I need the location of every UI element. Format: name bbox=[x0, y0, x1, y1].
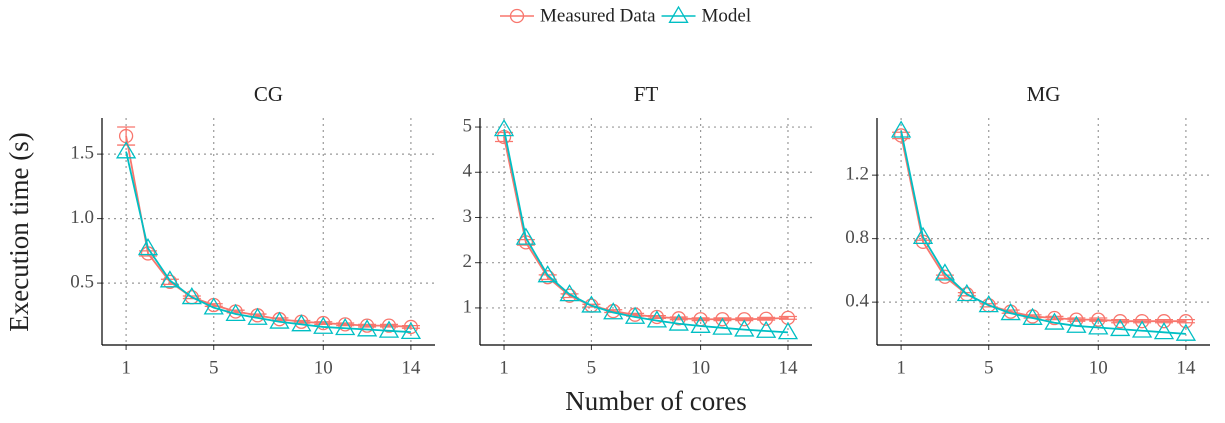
y-tick-label: 0.5 bbox=[70, 271, 94, 292]
y-tick-label: 1.2 bbox=[845, 164, 869, 185]
point bbox=[159, 270, 181, 288]
point bbox=[734, 319, 755, 337]
point bbox=[378, 320, 400, 338]
y-tick-label: 1 bbox=[463, 296, 473, 317]
x-tick-label: 14 bbox=[401, 357, 421, 378]
y-tick-label: 0.8 bbox=[845, 227, 869, 248]
point bbox=[316, 315, 331, 331]
point bbox=[203, 297, 224, 315]
point bbox=[1022, 307, 1043, 325]
point bbox=[493, 119, 515, 137]
point bbox=[537, 265, 558, 283]
point bbox=[777, 322, 799, 340]
panel-title: MG bbox=[1027, 82, 1061, 106]
point bbox=[1091, 312, 1106, 327]
point bbox=[978, 295, 999, 313]
point bbox=[115, 141, 137, 159]
point bbox=[755, 320, 777, 338]
point bbox=[1047, 310, 1062, 326]
x-tick-label: 10 bbox=[691, 357, 710, 378]
x-tick-label: 1 bbox=[499, 357, 509, 378]
point bbox=[359, 318, 375, 333]
point bbox=[1131, 320, 1153, 338]
x-tick-label: 14 bbox=[778, 357, 798, 378]
point bbox=[1113, 314, 1128, 329]
panel-title: CG bbox=[254, 82, 283, 106]
point bbox=[225, 303, 246, 321]
point bbox=[247, 307, 268, 325]
point bbox=[1088, 317, 1109, 335]
point bbox=[403, 319, 419, 335]
legend-label: Measured Data bbox=[540, 5, 656, 26]
x-axis-label: Number of cores bbox=[565, 386, 746, 416]
point bbox=[671, 311, 686, 326]
point bbox=[400, 321, 422, 340]
x-tick-label: 10 bbox=[1089, 357, 1108, 378]
series-line bbox=[503, 129, 789, 334]
legend-label: Model bbox=[702, 5, 752, 26]
point bbox=[581, 295, 602, 313]
series-line bbox=[125, 151, 411, 334]
y-tick-label: 4 bbox=[463, 161, 473, 182]
point bbox=[603, 302, 624, 320]
point bbox=[269, 311, 290, 329]
point bbox=[515, 227, 537, 245]
point bbox=[956, 283, 977, 302]
x-tick-label: 14 bbox=[1176, 357, 1196, 378]
panel-title: FT bbox=[634, 82, 659, 106]
point bbox=[1000, 302, 1021, 321]
point bbox=[715, 312, 730, 327]
y-tick-label: 3 bbox=[463, 206, 473, 227]
point bbox=[1066, 315, 1087, 333]
series-line bbox=[125, 135, 411, 328]
y-tick-label: 0.4 bbox=[845, 290, 869, 311]
x-tick-label: 5 bbox=[984, 357, 994, 378]
point bbox=[912, 226, 934, 245]
point bbox=[934, 263, 956, 281]
point bbox=[712, 317, 733, 335]
point bbox=[335, 317, 356, 336]
point bbox=[313, 316, 334, 334]
point bbox=[890, 120, 912, 138]
series-line bbox=[503, 136, 789, 321]
point bbox=[690, 315, 711, 333]
point bbox=[291, 314, 312, 332]
point bbox=[893, 128, 909, 143]
point bbox=[1134, 314, 1150, 329]
point bbox=[646, 310, 668, 328]
point bbox=[181, 286, 202, 305]
x-tick-label: 5 bbox=[209, 357, 219, 378]
point bbox=[338, 317, 353, 332]
point bbox=[381, 318, 397, 333]
point bbox=[1110, 318, 1131, 337]
point bbox=[137, 237, 159, 256]
point bbox=[1178, 314, 1194, 329]
point bbox=[1156, 314, 1172, 329]
point bbox=[1153, 322, 1175, 340]
x-tick-label: 1 bbox=[896, 357, 906, 378]
point bbox=[758, 311, 774, 326]
y-axis-label: Execution time (s) bbox=[4, 132, 34, 331]
x-tick-label: 5 bbox=[587, 357, 597, 378]
series-line bbox=[900, 130, 1186, 335]
point bbox=[1044, 312, 1065, 330]
legend-marker bbox=[509, 8, 525, 24]
point bbox=[668, 313, 689, 331]
y-tick-label: 1.5 bbox=[70, 142, 94, 163]
point bbox=[356, 319, 378, 337]
point bbox=[559, 284, 580, 302]
y-tick-label: 5 bbox=[463, 115, 473, 136]
point bbox=[737, 312, 752, 327]
y-tick-label: 1.0 bbox=[70, 207, 94, 228]
x-tick-label: 10 bbox=[314, 357, 333, 378]
series-line bbox=[900, 135, 1186, 323]
x-tick-label: 1 bbox=[121, 357, 131, 378]
point bbox=[1175, 323, 1197, 341]
y-tick-label: 2 bbox=[463, 251, 473, 272]
legend-marker bbox=[668, 5, 689, 23]
point bbox=[624, 306, 646, 324]
